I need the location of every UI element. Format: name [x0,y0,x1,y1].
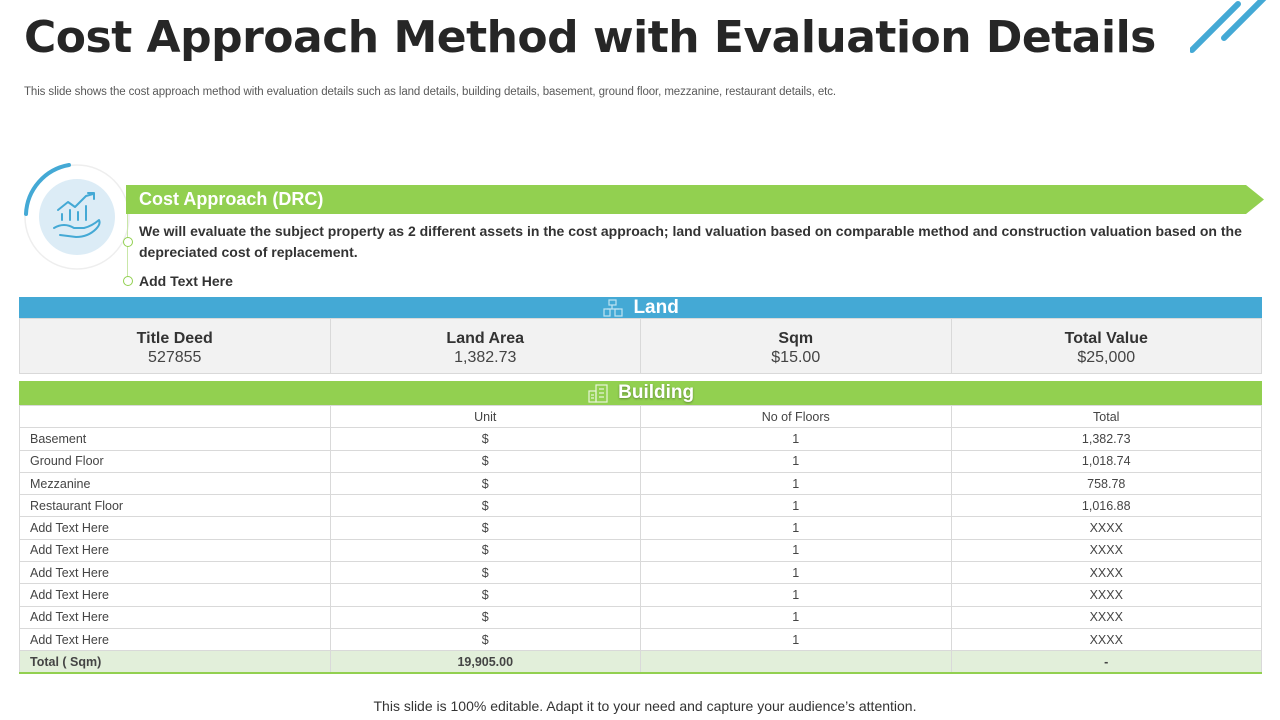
table-row: Restaurant Floor $ 1 1,016.88 [19,494,1262,518]
unit-cell: $ [329,494,641,518]
total-cell: XXXX [950,605,1262,629]
table-row: Ground Floor $ 1 1,018.74 [19,449,1262,473]
floors-cell: 1 [640,471,952,496]
unit-cell: $ [329,561,641,585]
bullet-dot [123,237,133,247]
row-label: Add Text Here [19,583,331,607]
land-section-header: Land [19,297,1262,318]
land-cell-total-value: Total Value $25,000 [952,319,1262,373]
table-row: Add Text Here $ 1 XXXX [19,627,1262,652]
bullet-line [127,214,128,284]
land-cell-title-deed: Title Deed 527855 [20,319,331,373]
floors-cell: 1 [640,449,952,473]
table-row: Add Text Here $ 1 XXXX [19,561,1262,585]
table-row: Add Text Here $ 1 XXXX [19,516,1262,540]
unit-cell: $ [329,516,641,540]
land-cell-label: Sqm [778,330,814,347]
floors-cell: 1 [640,583,952,607]
unit-cell: $ [329,627,641,652]
total-cell: XXXX [950,627,1262,652]
floors-cell: 1 [640,427,952,451]
footer-note: This slide is 100% editable. Adapt it to… [373,698,917,714]
total-cell: 1,018.74 [950,449,1262,473]
total-cell: XXXX [950,561,1262,585]
column-header: Total [950,404,1262,429]
floors-cell: 1 [640,494,952,518]
cost-approach-icon-badge [22,162,132,272]
land-cell-value: 527855 [148,349,202,366]
land-cell-label: Land Area [446,330,525,347]
total-floors-cell [640,650,952,675]
building-section-header: Building [19,381,1262,405]
table-row: Add Text Here $ 1 XXXX [19,605,1262,629]
row-label: Add Text Here [19,561,331,585]
land-cell-value: $25,000 [1077,349,1136,366]
building-heading: Building [618,382,695,403]
total-cell: XXXX [950,516,1262,540]
unit-cell: $ [329,471,641,496]
floors-cell: 1 [640,516,952,540]
table-header-row: Unit No of Floors Total [19,404,1262,429]
cost-approach-description: We will evaluate the subject property as… [139,223,1242,260]
total-cell: 1,382.73 [950,427,1262,451]
table-row: Basement $ 1 1,382.73 [19,427,1262,451]
total-sqm-value: 19,905.00 [329,650,641,675]
total-cell: XXXX [950,538,1262,563]
land-cell-sqm: Sqm $15.00 [641,319,952,373]
building-icon [603,299,623,317]
decorative-stripes-icon [1190,0,1267,53]
unit-cell: $ [329,605,641,629]
bullet-dot [123,276,133,286]
floors-cell: 1 [640,605,952,629]
table-row: Add Text Here $ 1 XXXX [19,538,1262,563]
unit-cell: $ [329,583,641,607]
page-subtitle: This slide shows the cost approach metho… [24,86,836,98]
table-row: Mezzanine $ 1 758.78 [19,471,1262,496]
land-details-grid: Title Deed 527855 Land Area 1,382.73 Sqm… [19,318,1262,374]
add-text-placeholder: Add Text Here [139,273,233,289]
land-cell-value: 1,382.73 [454,349,517,366]
cost-approach-heading: Cost Approach (DRC) [139,189,324,209]
row-label: Add Text Here [19,516,331,540]
building-icon [588,384,608,403]
unit-cell: $ [329,538,641,563]
column-header [19,404,331,429]
row-label: Ground Floor [19,449,331,473]
land-heading: Land [633,297,679,318]
land-cell-label: Title Deed [136,330,213,347]
table-row: Add Text Here $ 1 XXXX [19,583,1262,607]
row-label: Add Text Here [19,605,331,629]
row-label: Basement [19,427,331,451]
unit-cell: $ [329,427,641,451]
floors-cell: 1 [640,538,952,563]
growth-chart-hand-icon [53,192,101,238]
building-table: Unit No of Floors Total Basement $ 1 1,3… [19,404,1262,675]
land-cell-label: Total Value [1064,330,1148,347]
row-label: Add Text Here [19,627,331,652]
page-title: Cost Approach Method with Evaluation Det… [24,12,1156,63]
column-header: No of Floors [640,404,952,429]
row-label: Restaurant Floor [19,494,331,518]
row-label: Mezzanine [19,471,331,496]
land-cell-land-area: Land Area 1,382.73 [331,319,641,373]
column-header: Unit [329,404,641,429]
table-total-row: Total ( Sqm) 19,905.00 - [19,650,1262,675]
total-cell: 1,016.88 [950,494,1262,518]
row-label: Add Text Here [19,538,331,563]
total-total-cell: - [950,650,1262,675]
total-label: Total ( Sqm) [19,650,331,675]
floors-cell: 1 [640,561,952,585]
cost-approach-banner [126,185,1264,214]
total-cell: XXXX [950,583,1262,607]
total-cell: 758.78 [950,471,1262,496]
unit-cell: $ [329,449,641,473]
floors-cell: 1 [640,627,952,652]
land-cell-value: $15.00 [771,349,821,366]
